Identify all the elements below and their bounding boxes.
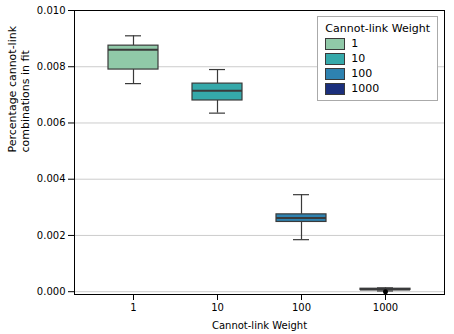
svg-text:Cannot-link Weight: Cannot-link Weight [212, 320, 307, 331]
html-text:Cannot-link Weight: Cannot-link Weight [325, 22, 430, 35]
html-text:1: 1 [351, 37, 359, 50]
html-text:100: 100 [351, 67, 373, 80]
html-text:1000: 1000 [351, 82, 380, 95]
svg-text:1000: 1000 [373, 302, 398, 313]
svg-text:10: 10 [211, 302, 224, 313]
svg-text:0.002: 0.002 [37, 230, 66, 241]
svg-text:0.000: 0.000 [37, 286, 66, 297]
svg-text:0.006: 0.006 [37, 117, 66, 128]
svg-text:100: 100 [292, 302, 311, 313]
svg-text:1: 1 [130, 302, 136, 313]
svg-text:Percentage cannot-linkcombinat: Percentage cannot-linkcombinations in fi… [6, 25, 32, 152]
svg-text:0.010: 0.010 [37, 5, 66, 16]
svg-text:0.008: 0.008 [37, 61, 66, 72]
svg-text:0.004: 0.004 [37, 173, 66, 184]
html-text:10: 10 [351, 52, 366, 65]
